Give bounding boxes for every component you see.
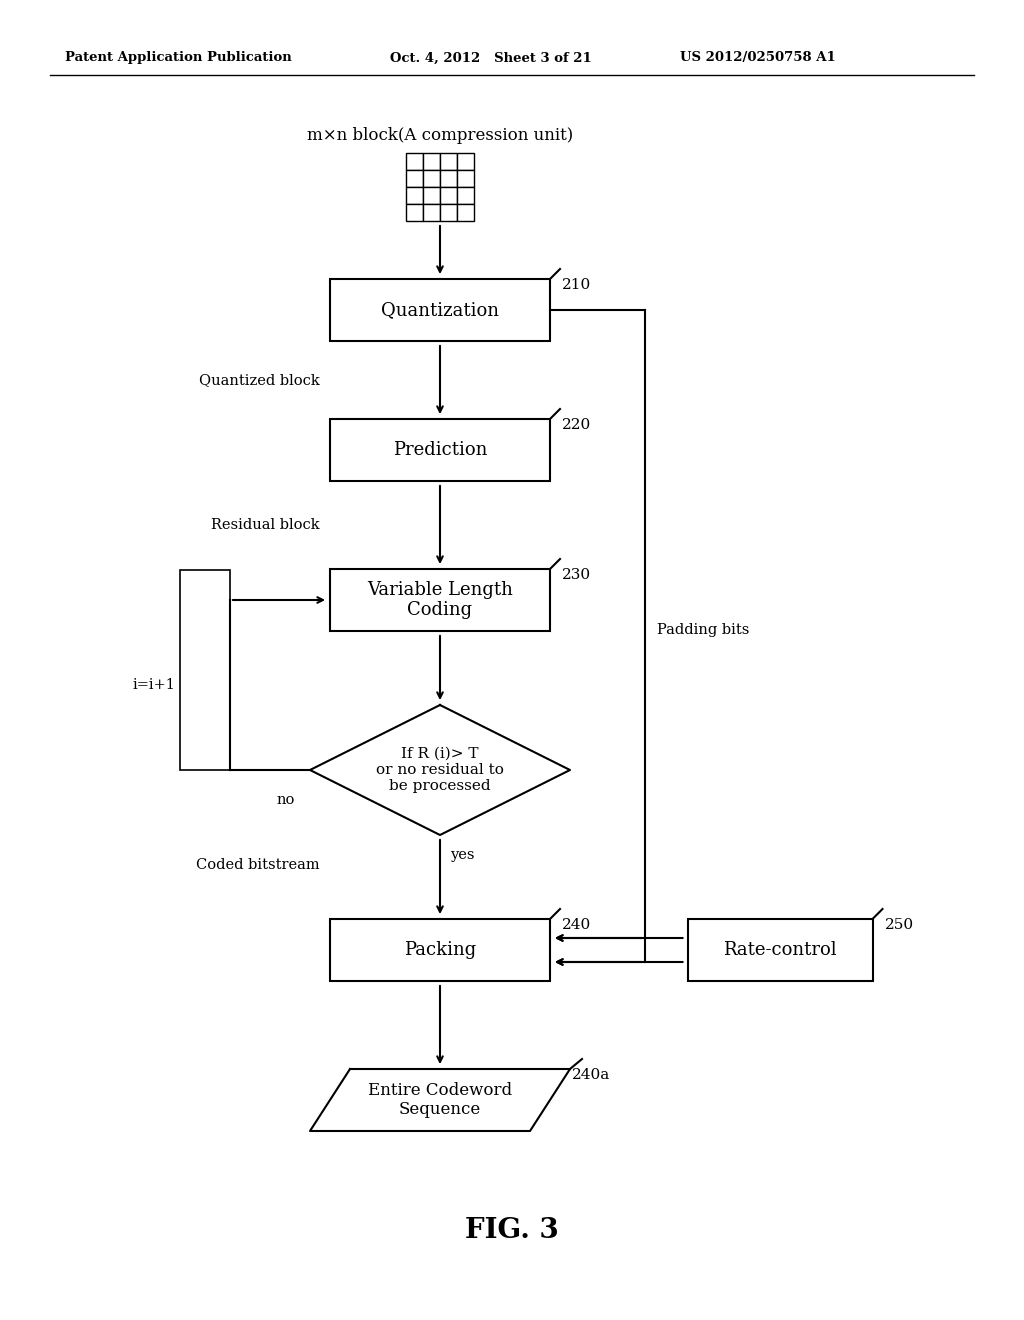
Bar <box>440 187 457 205</box>
Bar <box>687 919 872 981</box>
Text: 250: 250 <box>885 917 913 932</box>
Text: Prediction: Prediction <box>393 441 487 459</box>
Bar <box>423 205 440 220</box>
Bar <box>457 153 474 170</box>
Bar <box>406 170 423 187</box>
Bar <box>406 153 423 170</box>
Text: 210: 210 <box>562 279 591 292</box>
Text: If R (i)> T
or no residual to
be processed: If R (i)> T or no residual to be process… <box>376 747 504 793</box>
Bar <box>440 153 457 170</box>
Bar <box>330 279 550 341</box>
Text: Entire Codeword
Sequence: Entire Codeword Sequence <box>368 1081 512 1118</box>
Bar <box>423 187 440 205</box>
Bar <box>457 205 474 220</box>
Polygon shape <box>310 705 570 836</box>
Text: 240: 240 <box>562 917 591 932</box>
Text: Padding bits: Padding bits <box>657 623 750 638</box>
Text: Quantization: Quantization <box>381 301 499 319</box>
Text: i=i+1: i=i+1 <box>132 678 175 692</box>
Text: Quantized block: Quantized block <box>200 374 319 387</box>
Bar <box>330 919 550 981</box>
Bar <box>330 418 550 480</box>
Text: 220: 220 <box>562 418 591 432</box>
Bar <box>330 569 550 631</box>
Text: no: no <box>276 793 295 807</box>
Text: Packing: Packing <box>403 941 476 960</box>
Bar <box>440 170 457 187</box>
Bar <box>406 187 423 205</box>
Bar <box>423 153 440 170</box>
Bar <box>440 205 457 220</box>
Polygon shape <box>310 1069 570 1131</box>
Text: Rate-control: Rate-control <box>723 941 837 960</box>
Bar <box>457 170 474 187</box>
Text: Variable Length
Coding: Variable Length Coding <box>367 581 513 619</box>
Text: 240a: 240a <box>572 1068 610 1082</box>
Bar <box>423 170 440 187</box>
Text: m×n block(A compression unit): m×n block(A compression unit) <box>307 127 573 144</box>
Bar <box>406 205 423 220</box>
Text: yes: yes <box>450 847 474 862</box>
Text: 230: 230 <box>562 568 591 582</box>
Text: Patent Application Publication: Patent Application Publication <box>65 51 292 65</box>
Bar <box>457 187 474 205</box>
Text: Oct. 4, 2012   Sheet 3 of 21: Oct. 4, 2012 Sheet 3 of 21 <box>390 51 592 65</box>
Text: FIG. 3: FIG. 3 <box>465 1217 559 1243</box>
Bar <box>180 570 230 770</box>
Text: US 2012/0250758 A1: US 2012/0250758 A1 <box>680 51 836 65</box>
Text: Coded bitstream: Coded bitstream <box>197 858 319 873</box>
Text: Residual block: Residual block <box>211 517 319 532</box>
